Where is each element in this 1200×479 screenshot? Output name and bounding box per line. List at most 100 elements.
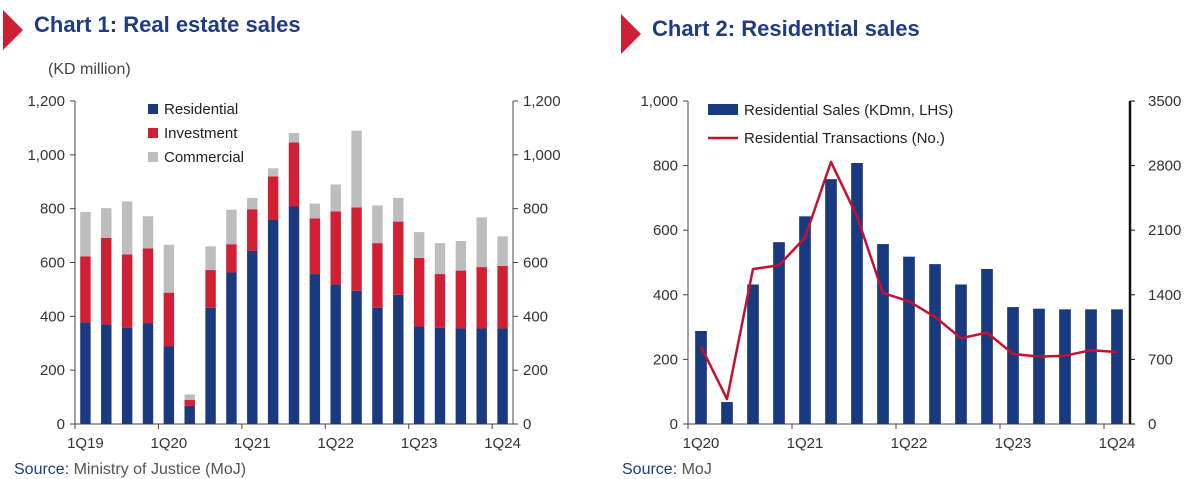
- bar-residential-sales-3q22: [955, 284, 967, 424]
- bar-residential-sales-3q20: [747, 284, 759, 424]
- bar-investment-4q20: [226, 244, 237, 273]
- x-tick-label: 1Q20: [683, 435, 720, 452]
- bar-investment-1q24: [497, 265, 508, 329]
- chart-2-panel: Chart 2: Residential sales 0 200 400 600 800…: [600, 0, 1200, 478]
- chart-2-source-label: Source:: [622, 461, 678, 478]
- y-tick-label-right: 0: [523, 416, 531, 433]
- bar-investment-1q22: [330, 211, 341, 285]
- bar-investment-1q21: [247, 209, 258, 251]
- bar-residential-sales-4q21: [877, 244, 889, 424]
- bar-investment-4q19: [142, 248, 154, 324]
- bar-commercial-2q21: [267, 168, 279, 177]
- chart-1-source-text: Ministry of Justice (MoJ): [73, 461, 247, 478]
- bar-investment-4q22: [393, 221, 404, 295]
- bar-commercial-4q21: [309, 203, 321, 219]
- bar-residential-3q23: [455, 328, 467, 424]
- chart-1-plot: 0 0 200 200 400 400 600 600 800 800 1,000 1,000 1,20…: [27, 93, 561, 452]
- bar-investment-3q21: [288, 142, 300, 207]
- bar-residential-sales-3q23: [1059, 309, 1071, 424]
- bar-commercial-4q22: [393, 197, 404, 222]
- bar-commercial-3q22: [372, 205, 383, 244]
- bar-residential-sales-2q22: [929, 264, 941, 424]
- chart-2-plot: 0 200 400 600 800 1,000 0 700 1400 2100 2800 3500 1Q…: [640, 93, 1181, 452]
- bar-residential-sales-1q20: [695, 330, 707, 424]
- bar-investment-2q20: [184, 399, 195, 406]
- bar-residential-4q21: [309, 274, 321, 424]
- bar-investment-3q23: [455, 270, 467, 329]
- bar-investment-1q19: [80, 256, 91, 323]
- y-tick-label-right: 200: [523, 362, 548, 379]
- legend-swatch-investment: [148, 128, 158, 138]
- chart-1-panel: Chart 1: Real estate sales (KD million) …: [0, 0, 600, 478]
- bar-investment-3q22: [372, 243, 383, 308]
- bar-commercial-1q21: [247, 197, 258, 210]
- bar-residential-sales-3q21: [851, 163, 863, 425]
- x-tick-label: 1Q24: [1099, 435, 1136, 452]
- y-tick-label-left: 1,200: [27, 93, 65, 110]
- bar-commercial-3q19: [121, 201, 133, 255]
- bar-commercial-1q20: [163, 244, 175, 293]
- bar-investment-1q23: [413, 257, 425, 327]
- bar-commercial-1q22: [330, 184, 341, 212]
- bar-commercial-1q24: [497, 236, 508, 266]
- bar-commercial-3q21: [288, 133, 300, 143]
- bar-residential-4q22: [393, 294, 404, 424]
- x-tick-label: 1Q22: [891, 435, 928, 452]
- y-tick-label-left: 0: [57, 416, 65, 433]
- bar-commercial-4q20: [226, 209, 237, 245]
- bar-residential-1q19: [80, 322, 91, 424]
- bar-investment-3q20: [205, 270, 216, 308]
- bar-commercial-1q19: [80, 211, 91, 257]
- bar-residential-1q24: [497, 328, 508, 424]
- x-tick-label: 1Q21: [234, 435, 271, 452]
- bar-investment-2q22: [351, 207, 362, 291]
- y-tick-label-right: 1,200: [523, 93, 561, 110]
- bar-residential-sales-2q21: [825, 179, 837, 424]
- legend-swatch-residential-sales: [708, 104, 738, 115]
- bar-residential-3q20: [205, 307, 216, 424]
- chart-1-source: Source: Ministry of Justice (MoJ): [14, 461, 246, 479]
- y-tick-label-left: 400: [653, 287, 678, 304]
- y-tick-label-left: 600: [653, 222, 678, 239]
- chart-2-title: Chart 2: Residential sales: [652, 16, 920, 41]
- legend-swatch-residential: [148, 104, 158, 114]
- bar-investment-2q19: [101, 237, 112, 325]
- y-tick-label-right: 2100: [1148, 222, 1181, 239]
- y-tick-label-right: 3500: [1148, 93, 1181, 110]
- bar-residential-sales-1q23: [1007, 307, 1019, 424]
- legend-label-residential: Residential: [164, 101, 238, 118]
- x-tick-label: 1Q24: [484, 435, 521, 452]
- bar-investment-4q21: [309, 218, 321, 275]
- bar-residential-1q23: [413, 326, 425, 424]
- y-tick-label-left: 1,000: [640, 93, 678, 110]
- legend-swatch-commercial: [148, 152, 158, 162]
- bar-commercial-2q20: [184, 394, 195, 400]
- x-tick-label: 1Q19: [67, 435, 104, 452]
- legend-label-residential-sales: Residential Sales (KDmn, LHS): [744, 102, 953, 119]
- bar-residential-sales-4q22: [981, 268, 993, 424]
- bar-commercial-2q19: [101, 208, 112, 238]
- chart-1-title: Chart 1: Real estate sales: [34, 12, 301, 37]
- y-tick-label-right: 2800: [1148, 158, 1181, 175]
- y-tick-label-left: 400: [40, 308, 65, 325]
- bar-residential-sales-4q20: [773, 242, 785, 424]
- y-tick-label-left: 600: [40, 255, 65, 272]
- x-tick-label: 1Q23: [995, 435, 1032, 452]
- bar-residential-sales-1q22: [903, 256, 915, 424]
- bar-residential-2q19: [101, 324, 112, 424]
- bar-commercial-4q19: [142, 216, 154, 249]
- y-tick-label-left: 200: [40, 362, 65, 379]
- y-tick-label-right: 0: [1148, 416, 1156, 433]
- bar-commercial-4q23: [476, 217, 487, 268]
- y-tick-label-right: 1,000: [523, 147, 561, 164]
- y-tick-label-right: 700: [1148, 351, 1173, 368]
- legend-label-investment: Investment: [164, 125, 238, 142]
- y-tick-label-left: 1,000: [27, 147, 65, 164]
- chart-2-source: Source: MoJ: [622, 461, 712, 479]
- bar-residential-2q21: [267, 219, 279, 424]
- legend-label-residential-transactions: Residential Transactions (No.): [744, 130, 945, 147]
- y-tick-label-left: 200: [653, 351, 678, 368]
- y-tick-label-right: 400: [523, 308, 548, 325]
- x-tick-label: 1Q21: [787, 435, 824, 452]
- y-tick-label-right: 1400: [1148, 287, 1181, 304]
